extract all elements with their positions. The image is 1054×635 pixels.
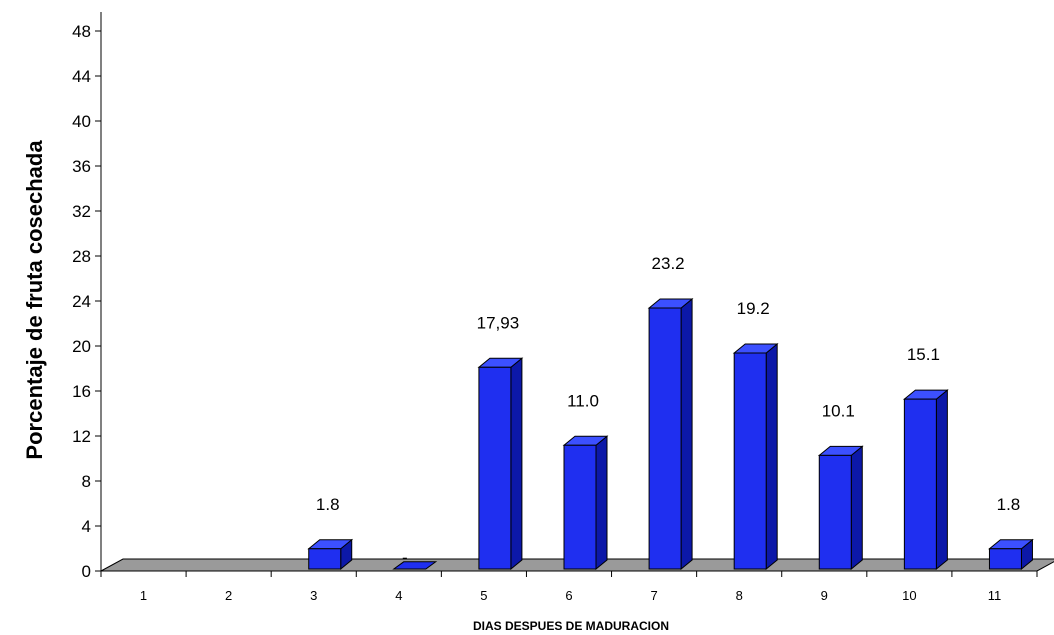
y-tick-label: 12 — [72, 427, 91, 446]
bar — [562, 435, 609, 571]
data-label: - — [402, 548, 408, 567]
bar — [647, 297, 694, 571]
bar — [307, 538, 354, 571]
data-label: 10.1 — [822, 401, 855, 420]
data-label: 23.2 — [652, 254, 685, 273]
y-tick-label: 48 — [72, 22, 91, 41]
bar-front — [903, 398, 937, 570]
data-label: 19.2 — [737, 299, 770, 318]
bar — [477, 357, 524, 571]
bar-side — [595, 435, 608, 571]
bar-front — [818, 454, 852, 570]
x-tick-label: 7 — [650, 588, 657, 603]
x-tick-label: 6 — [565, 588, 572, 603]
y-tick-label: 16 — [72, 382, 91, 401]
data-label: 11.0 — [567, 391, 599, 410]
x-tick-label: 9 — [821, 588, 828, 603]
y-tick-label: 24 — [72, 292, 91, 311]
x-tick-label: 4 — [395, 588, 402, 603]
x-tick-label: 2 — [225, 588, 232, 603]
x-tick-label: 1 — [140, 588, 147, 603]
y-tick-label: 20 — [72, 337, 91, 356]
data-label: 17,93 — [477, 313, 520, 332]
data-label: 1.8 — [316, 495, 340, 514]
data-label: 15.1 — [907, 345, 940, 364]
bar-side — [765, 342, 778, 571]
bar-front — [733, 352, 767, 570]
y-tick-label: 44 — [72, 67, 91, 86]
x-tick-label: 8 — [736, 588, 743, 603]
y-tick-label: 40 — [72, 112, 91, 131]
bar-side — [850, 445, 863, 571]
bar-front — [563, 444, 597, 570]
x-tick-label: 3 — [310, 588, 317, 603]
bar-front — [308, 548, 342, 570]
bar — [392, 561, 438, 570]
data-label: 1.8 — [997, 495, 1021, 514]
y-axis-title: Porcentaje de fruta cosechada — [22, 140, 47, 460]
y-tick-label: 0 — [82, 562, 91, 581]
bar — [988, 538, 1034, 571]
y-tick-label: 4 — [82, 517, 91, 536]
bar-front — [988, 548, 1022, 570]
bar-side — [680, 297, 693, 571]
x-tick-label: 10 — [902, 588, 916, 603]
x-axis-title: DIAS DESPUES DE MADURACION — [473, 619, 669, 633]
bar-side — [510, 357, 523, 571]
bar-side — [935, 389, 948, 571]
y-tick-label: 28 — [72, 247, 91, 266]
y-tick-label: 32 — [72, 202, 91, 221]
y-tick-label: 36 — [72, 157, 91, 176]
y-tick-label: 8 — [82, 472, 91, 491]
bar — [817, 445, 864, 571]
bar-front — [648, 307, 682, 570]
x-tick-label: 5 — [480, 588, 487, 603]
bar-top — [392, 561, 438, 570]
x-tick-label: 11 — [988, 588, 1002, 603]
bar — [732, 342, 779, 571]
bar-front — [478, 366, 512, 570]
bar — [902, 389, 949, 571]
